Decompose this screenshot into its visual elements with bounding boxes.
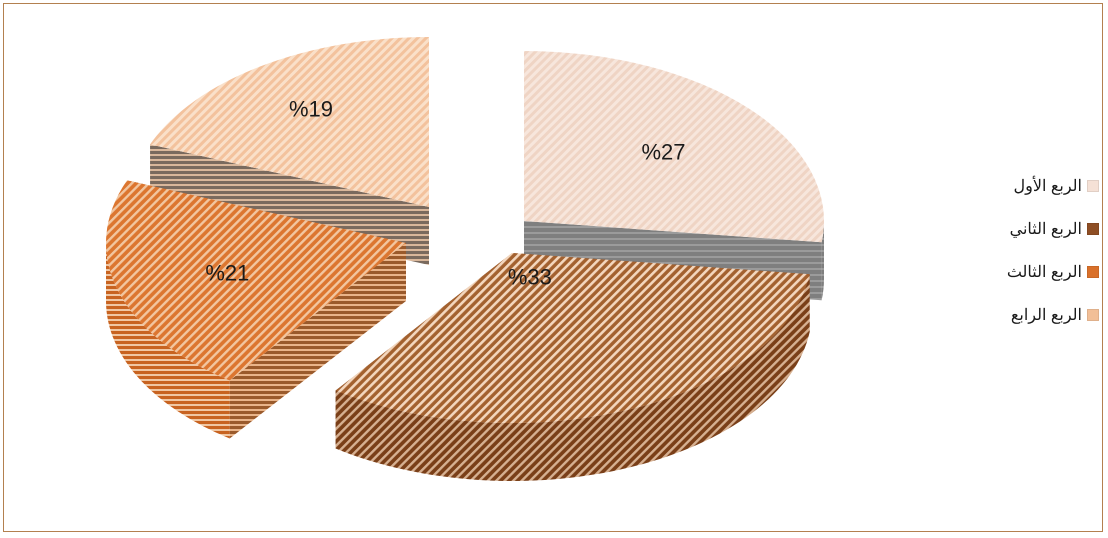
- data-label-2: %33: [508, 264, 552, 289]
- legend-label: الربع الرابع: [1010, 307, 1082, 324]
- chart-legend: الربع الأول الربع الثاني الربع الثالث الربع…: [964, 176, 1099, 348]
- pie-slice-outer-side: [105, 243, 230, 439]
- legend-swatch: [1087, 266, 1099, 278]
- pie-slice-top: [524, 51, 824, 243]
- legend-swatch: [1087, 309, 1099, 321]
- pie-slice-2: [335, 253, 810, 482]
- legend-item: الربع الرابع: [964, 305, 1099, 325]
- legend-item: الربع الأول: [964, 176, 1099, 196]
- chart-frame: %27 %19 %21 %33 الربع الأول الربع الثاني الرب…: [3, 3, 1103, 532]
- pie-slice-side-face: [229, 243, 406, 439]
- pie-slice-outer-side: [821, 221, 824, 301]
- pie-slice-outer-side: [335, 274, 810, 482]
- legend-item: الربع الثالث: [964, 262, 1099, 282]
- legend-label: الربع الثالث: [1006, 264, 1082, 281]
- legend-label: الربع الأول: [1013, 178, 1082, 195]
- pie-chart: %27 %19 %21 %33: [105, 37, 824, 482]
- data-label-4: %19: [289, 97, 333, 122]
- data-label-1: %27: [641, 139, 685, 164]
- legend-swatch: [1087, 180, 1099, 192]
- pie-slice-top: [335, 253, 810, 423]
- pie-slice-3: [105, 180, 407, 439]
- data-label-3: %21: [205, 260, 249, 285]
- pie-slice-top: [150, 37, 429, 207]
- legend-item: الربع الثاني: [964, 219, 1099, 239]
- legend-label: الربع الثاني: [1009, 221, 1082, 238]
- pie-slice-top: [105, 180, 406, 381]
- legend-swatch: [1087, 223, 1099, 235]
